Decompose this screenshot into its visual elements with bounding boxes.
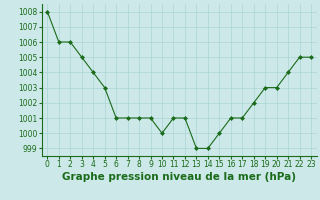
X-axis label: Graphe pression niveau de la mer (hPa): Graphe pression niveau de la mer (hPa) [62,172,296,182]
